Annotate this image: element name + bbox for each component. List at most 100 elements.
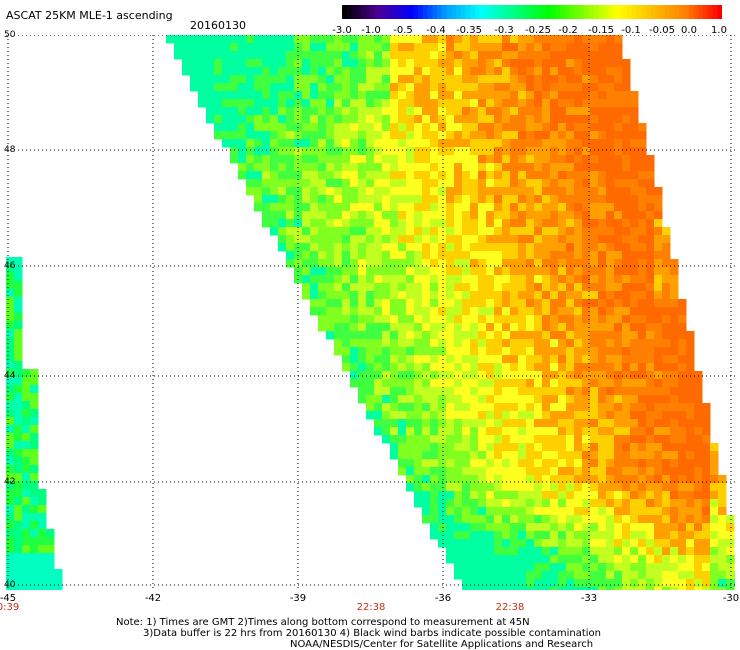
swath-cell <box>502 251 511 260</box>
swath-cell <box>438 347 447 356</box>
swath-cell <box>558 387 567 396</box>
swath-cell <box>454 563 463 572</box>
swath-cell <box>302 115 311 124</box>
swath-cell <box>534 419 543 428</box>
swath-cell <box>526 51 535 60</box>
swath-cell <box>206 59 215 68</box>
swath-cell <box>430 235 439 244</box>
swath-cell <box>510 411 519 420</box>
swath-cell <box>670 379 679 388</box>
swath-cell <box>606 555 615 564</box>
swath-cell <box>350 115 359 124</box>
swath-cell <box>526 123 535 132</box>
swath-cell <box>638 267 647 276</box>
swath-cell <box>422 499 431 508</box>
swath-cell <box>14 529 23 538</box>
swath-cell <box>22 481 31 490</box>
swath-cell <box>686 563 695 572</box>
swath-cell <box>566 339 575 348</box>
swath-cell <box>582 347 591 356</box>
swath-cell <box>606 419 615 428</box>
swath-cell <box>486 531 495 540</box>
swath-cell <box>430 403 439 412</box>
swath-cell <box>414 171 423 180</box>
swath-cell <box>526 579 535 588</box>
swath-cell <box>574 491 583 500</box>
swath-cell <box>438 451 447 460</box>
swath-cell <box>278 35 287 44</box>
swath-cell <box>566 131 575 140</box>
swath-cell <box>622 195 631 204</box>
swath-cell <box>438 75 447 84</box>
swath-cell <box>526 75 535 84</box>
colorbar-swatch <box>650 5 657 19</box>
swath-cell <box>582 395 591 404</box>
swath-cell <box>406 475 415 484</box>
swath-cell <box>390 435 399 444</box>
swath-cell <box>486 171 495 180</box>
swath-cell <box>446 395 455 404</box>
swath-cell <box>622 155 631 164</box>
swath-cell <box>510 259 519 268</box>
swath-cell <box>446 107 455 116</box>
swath-cell <box>518 235 527 244</box>
swath-cell <box>222 59 231 68</box>
swath-cell <box>518 179 527 188</box>
swath-cell <box>14 289 23 298</box>
swath-cell <box>422 235 431 244</box>
colorbar-swatch <box>361 5 367 19</box>
swath-cell <box>486 411 495 420</box>
swath-cell <box>318 99 327 108</box>
swath-cell <box>414 419 423 428</box>
swath-cell <box>486 555 495 564</box>
swath-cell <box>566 443 575 452</box>
swath-cell <box>270 35 279 44</box>
swath-cell <box>686 507 695 516</box>
swath-cell <box>422 147 431 156</box>
swath-cell <box>534 571 543 580</box>
swath-cell <box>558 147 567 156</box>
swath-cell <box>542 403 551 412</box>
swath-cell <box>30 545 39 554</box>
swath-cell <box>14 513 23 522</box>
swath-cell <box>22 545 31 554</box>
swath-cell <box>622 331 631 340</box>
swath-cell <box>582 571 591 580</box>
swath-cell <box>486 67 495 76</box>
swath-cell <box>38 521 47 530</box>
swath-cell <box>446 467 455 476</box>
swath-cell <box>654 403 663 412</box>
colorbar-swatch <box>394 5 400 19</box>
swath-cell <box>342 315 351 324</box>
swath-cell <box>566 147 575 156</box>
swath-cell <box>446 451 455 460</box>
swath-cell <box>582 51 591 60</box>
swath-cell <box>198 75 207 84</box>
swath-cell <box>510 115 519 124</box>
swath-cell <box>550 35 559 44</box>
swath-cell <box>694 451 703 460</box>
swath-cell <box>606 291 615 300</box>
swath-cell <box>486 163 495 172</box>
swath-cell <box>406 51 415 60</box>
swath-cell <box>494 427 503 436</box>
swath-cell <box>654 579 663 588</box>
swath-cell <box>326 155 335 164</box>
swath-cell <box>582 435 591 444</box>
swath-cell <box>646 419 655 428</box>
swath-cell <box>358 259 367 268</box>
swath-cell <box>582 59 591 68</box>
swath-cell <box>606 387 615 396</box>
swath-cell <box>654 379 663 388</box>
swath-cell <box>446 371 455 380</box>
swath-cell <box>470 523 479 532</box>
swath-cell <box>622 339 631 348</box>
swath-cell <box>318 323 327 332</box>
swath-cell <box>542 563 551 572</box>
swath-cell <box>662 267 671 276</box>
colorbar-swatch <box>655 5 661 19</box>
swath-cell <box>6 465 15 474</box>
swath-cell <box>670 579 679 588</box>
swath-cell <box>598 339 607 348</box>
swath-cell <box>254 195 263 204</box>
